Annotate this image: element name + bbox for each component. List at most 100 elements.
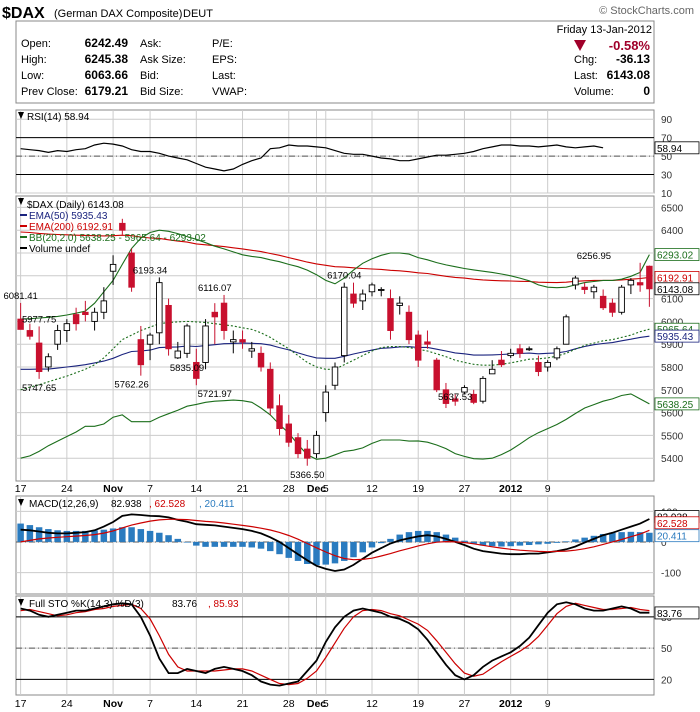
macd-histogram-bar <box>322 541 329 565</box>
x-tick-label: 28 <box>283 698 295 710</box>
price-panel: 5400550056005700580059006000610062006300… <box>3 195 700 482</box>
candle-body <box>405 311 413 341</box>
candle <box>618 284 625 315</box>
price-annotation: 5835.09 <box>170 363 204 374</box>
value-tag-label: 5935.43 <box>657 332 694 343</box>
quote-value: 6063.66 <box>85 68 129 82</box>
candle <box>350 282 357 308</box>
candle <box>414 330 422 367</box>
x-tick-label: Nov <box>103 483 123 495</box>
candle <box>488 360 496 375</box>
candle <box>562 314 570 345</box>
candle-body <box>257 352 265 368</box>
macd-histogram-bar <box>479 541 487 546</box>
quote-box <box>15 20 655 104</box>
y-tick-label: 5900 <box>661 340 684 351</box>
x-tick-label: Dec <box>307 483 326 495</box>
candle-body <box>220 302 228 331</box>
candle-body <box>498 359 505 366</box>
candle-body <box>599 295 607 309</box>
candle <box>63 319 71 342</box>
macd-histogram-bar <box>488 541 496 547</box>
x-tick-label: 14 <box>190 698 202 710</box>
collapse-icon[interactable] <box>18 499 24 506</box>
x-tick-label: 24 <box>61 483 73 495</box>
collapse-icon[interactable] <box>18 599 24 606</box>
candle-body <box>202 325 209 363</box>
macd-histogram-bar <box>646 532 653 542</box>
price-annotation: 6116.07 <box>198 283 232 294</box>
value-tag <box>654 329 700 343</box>
candle-body <box>609 302 616 313</box>
macd-legend-item: 82.938 <box>111 499 142 510</box>
price-legend-item: EMA(50) 5935.43 <box>29 211 108 222</box>
candle-body <box>128 252 135 288</box>
candle-body <box>100 300 108 313</box>
price-legend-item: Volume undef <box>29 244 90 255</box>
value-tag <box>654 516 700 530</box>
candle <box>387 289 394 340</box>
collapse-icon[interactable] <box>18 112 24 119</box>
macd-histogram-bar <box>276 541 283 555</box>
overlay-line <box>20 229 650 320</box>
sto-line <box>20 602 650 686</box>
x-tick-label: 27 <box>459 483 471 495</box>
candle-body <box>507 352 514 357</box>
overlay-line <box>20 231 650 284</box>
value-tag-label: 6192.91 <box>657 273 694 284</box>
candle-body <box>350 293 357 304</box>
candle <box>119 218 126 235</box>
candle <box>609 298 616 317</box>
macd-histogram-bar <box>294 541 302 561</box>
macd-histogram-bar <box>535 541 542 545</box>
value-tag-label: 58.94 <box>657 144 682 155</box>
candle <box>646 265 653 307</box>
candle <box>525 346 533 352</box>
candle <box>470 389 477 405</box>
macd-histogram-bar <box>387 538 394 542</box>
x-tick-label: 5 <box>323 698 329 710</box>
macd-histogram-bar <box>553 541 561 543</box>
macd-histogram-bar <box>544 541 551 544</box>
price-annotation: 5977.75 <box>22 314 56 325</box>
value-tag-label: 5638.25 <box>657 400 694 411</box>
candle <box>285 414 292 447</box>
y-tick-label: -100 <box>661 569 681 580</box>
collapse-icon[interactable] <box>18 198 24 205</box>
candle <box>211 303 219 345</box>
x-tick-label: 19 <box>412 698 424 710</box>
macd-histogram-bar <box>304 541 311 564</box>
candle <box>442 382 450 409</box>
candle <box>276 394 283 436</box>
candle-body <box>461 387 468 393</box>
candle <box>331 362 339 390</box>
macd-histogram-bar <box>396 534 403 542</box>
macd-histogram-bar <box>267 541 274 552</box>
macd-histogram-bar <box>257 541 265 549</box>
candle <box>128 248 135 292</box>
value-tag <box>654 282 700 296</box>
candle-body <box>414 334 422 361</box>
candle <box>239 330 246 349</box>
macd-histogram-bar <box>17 523 24 542</box>
candle-body <box>322 391 329 414</box>
x-tick-label: 12 <box>366 698 378 710</box>
quote-label: Bid Size: <box>140 86 183 98</box>
x-tick-label: 24 <box>61 698 73 710</box>
quote-label: Low: <box>21 70 44 82</box>
candle-body <box>618 286 625 313</box>
x-tick-label: 9 <box>545 698 551 710</box>
macd-histogram-bar <box>313 541 320 566</box>
candle <box>405 305 413 345</box>
chart-header: $DAX (German DAX Composite) DEUT © Stock… <box>2 5 694 22</box>
macd-legend-item: MACD(12,26,9) <box>29 499 98 510</box>
sto-legend-item: , 85.93 <box>208 599 239 610</box>
price-annotation: 5762.26 <box>114 380 148 391</box>
candle <box>91 307 98 331</box>
candle <box>341 282 348 363</box>
macd-histogram-bar <box>451 537 459 542</box>
candle-body <box>396 302 403 306</box>
candle-body <box>488 368 496 375</box>
candle <box>359 289 366 310</box>
